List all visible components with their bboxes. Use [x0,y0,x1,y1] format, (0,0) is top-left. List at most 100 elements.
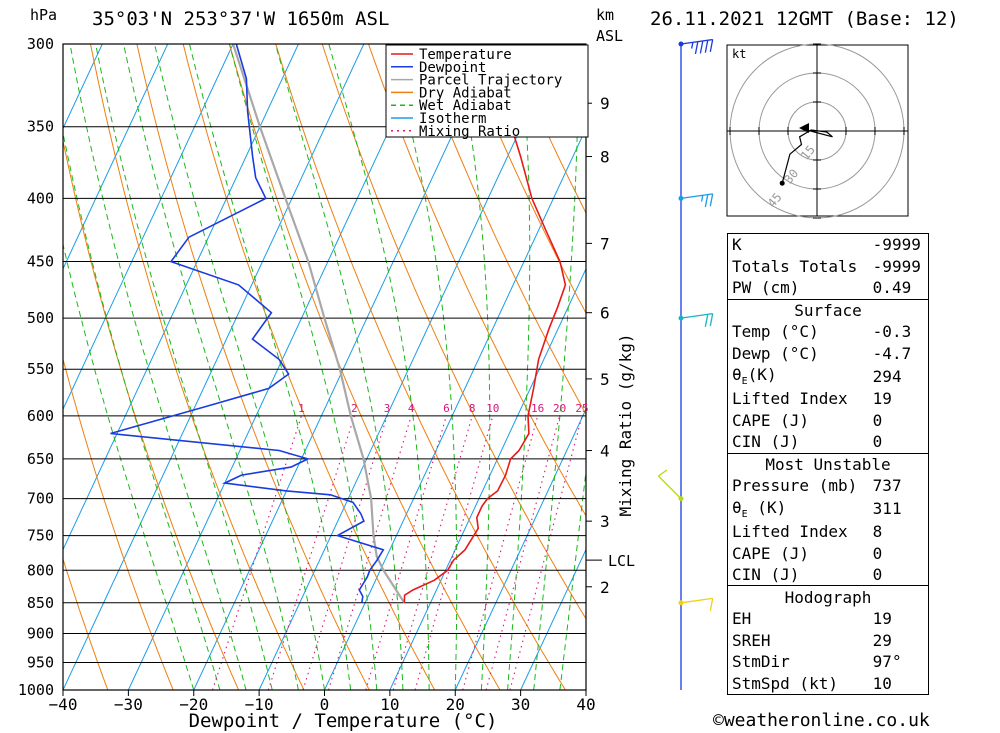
km-tick-label: 6 [600,304,610,323]
hodo-row-label: SREH [732,630,771,650]
wet-adiabat-line [123,44,299,690]
km-tick-label: 5 [600,370,610,389]
surface-row-label: CAPE (J) [732,410,810,430]
mixing-ratio-tick-label: 3 [384,402,391,415]
wet-adiabat-line [454,44,491,690]
dry-adiabat-line [63,138,239,690]
pressure-tick-label: 500 [27,309,54,327]
pressure-tick-label: 950 [27,653,54,671]
isotherm-line [520,548,586,690]
wind-barb-shaft [657,475,682,500]
indices-panel: K -9999 Totals Totals -9999 PW (cm) 0.49 Su… [727,233,929,695]
mixing-ratio-tick-label: 6 [443,402,450,415]
wind-barb [678,38,714,55]
dry-adiabat-line [959,26,1000,690]
wind-barb-flag [691,42,694,49]
surface-row-value: 19 [872,389,892,409]
hodo-row-label: StmDir [732,652,790,672]
wet-adiabat-line [154,44,325,690]
isotherm-line [63,44,365,690]
copyright-footer: ©weatheronline.co.uk [713,710,930,731]
mu-row-label: CAPE (J) [732,543,810,563]
dry-adiabat-line [63,557,109,690]
dry-adiabat-line [63,357,174,690]
pw-value: 0.49 [872,278,912,298]
mixing-ratio-tick-label: 1 [298,402,305,415]
hodograph-start-dot [779,180,785,186]
mu-row-value: 737 [872,476,902,496]
legend-label: Parcel Trajectory [419,73,562,89]
dry-adiabat-line [136,44,370,690]
pressure-tick-label: 850 [27,594,54,612]
surface-row-label: θE(K) [732,365,777,388]
hodo-row-label: StmSpd (kt) [732,673,838,693]
mixing-ratio-tick-label: 4 [408,402,415,415]
location-title: 35°03'N 253°37'W 1650m ASL [92,8,390,30]
dry-adiabat-line [414,44,586,416]
hodograph-stats-title: Hodograph [784,587,872,607]
mixing-ratio-line [302,415,388,690]
isotherm-line [63,44,234,411]
mu-row-value: 8 [872,522,883,542]
mixing-ratio-tick-label: 20 [553,402,566,415]
legend-label: Mixing Ratio [419,124,520,140]
isotherm-line [324,127,586,690]
wind-barb-flag [704,314,709,327]
tt-label: Totals Totals [732,256,858,276]
legend-label: Wet Adiabat [419,98,512,114]
km-unit-label: km [596,6,615,24]
wind-barb-flag [709,193,714,207]
surface-title: Surface [794,300,862,320]
mixing-ratio-tick-label: 8 [469,402,476,415]
pressure-tick-label: 400 [27,189,54,207]
hodo-row-label: EH [732,609,752,629]
pressure-tick-label: 350 [27,118,54,136]
parcel-trajectory-line [232,44,406,604]
mixing-ratio-tick-label: 2 [351,402,358,415]
mixing-ratio-tick-label: 25 [575,402,588,415]
wet-adiabat-line [63,130,221,690]
surface-row-value: 294 [872,366,902,386]
x-tick-label: −20 [179,695,208,714]
surface-row-value: 0 [872,410,883,430]
legend-label: Isotherm [419,111,486,127]
pressure-tick-label: 700 [27,490,54,508]
mu-row-label: CIN (J) [732,565,800,585]
hodograph-trace [781,129,833,184]
mu-row-value: 0 [872,543,883,563]
mu-row-value: 0 [872,565,883,585]
mu-row-value: 311 [872,499,902,519]
mu-row-label: Pressure (mb) [732,476,858,496]
legend-box [385,44,589,138]
km-tick-label: 3 [600,512,610,531]
surface-row-label: CIN (J) [732,432,800,452]
pressure-tick-label: 450 [27,253,54,271]
pressure-tick-label: 300 [27,35,54,53]
hodograph-arrow-head [799,123,809,133]
x-tick-label: 10 [380,695,399,714]
x-tick-label: 40 [576,695,595,714]
dry-adiabat-line [367,44,586,517]
isotherm-line [193,44,496,690]
km-tick-label: 9 [600,94,610,113]
wind-barb-flag [709,39,714,53]
pressure-tick-label: 550 [27,360,54,378]
dewpoint-line [110,44,385,603]
mixing-ratio-line [509,415,583,690]
wind-barb-flag [709,313,714,327]
mixing-ratio-axis-label: Mixing Ratio (g/kg) [616,333,635,516]
wind-barb-flag [700,195,704,202]
wind-barb [678,193,714,208]
isotherm-line [63,44,169,271]
x-tick-label: −10 [245,695,274,714]
isotherm-line [258,44,561,690]
legend-label: Dewpoint [419,60,486,76]
mixing-ratio-line [462,415,539,690]
wind-barb-flag [704,194,709,208]
pressure-tick-label: 650 [27,450,54,468]
x-tick-label: 0 [320,695,330,714]
dry-adiabat-line [182,44,436,690]
asl-unit-label: ASL [596,27,624,45]
wind-barb [678,312,714,327]
